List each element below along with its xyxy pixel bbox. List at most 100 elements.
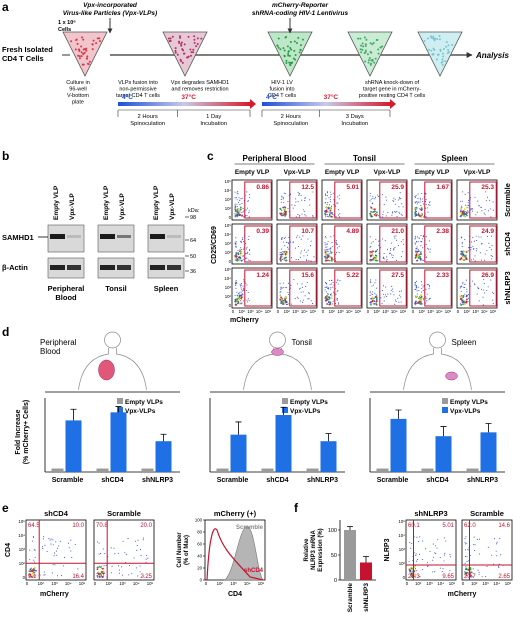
event-dot — [486, 565, 488, 568]
event-dot — [374, 250, 377, 253]
cell-dot — [364, 43, 367, 46]
event-dot — [34, 561, 36, 563]
event-dot — [39, 574, 41, 576]
event-dot — [125, 554, 127, 556]
hist-y-tick: 0 — [200, 578, 203, 583]
event-dot — [461, 245, 463, 247]
event-dot — [239, 253, 242, 256]
event-dot — [296, 296, 298, 298]
event-dot — [245, 209, 247, 211]
event-dot — [383, 296, 385, 298]
cell-dot — [74, 48, 77, 51]
gate-value: 25.9 — [391, 184, 404, 191]
event-dot — [476, 250, 478, 252]
event-dot — [335, 241, 337, 243]
kda-marker: 50 — [190, 254, 196, 260]
flow-x-tick: 0 — [322, 309, 325, 314]
event-dot — [445, 540, 447, 542]
event-dot — [427, 562, 429, 564]
event-dot — [414, 202, 416, 204]
event-dot — [375, 256, 378, 259]
event-dot — [234, 206, 237, 208]
event-dot — [390, 293, 392, 295]
event-dot — [390, 289, 392, 291]
bar — [261, 468, 274, 472]
legend-swatch — [282, 398, 288, 404]
event-dot — [326, 256, 329, 259]
event-dot — [295, 258, 297, 261]
organ — [98, 359, 115, 381]
cell-dot — [436, 38, 439, 41]
event-dot — [427, 211, 429, 213]
band — [117, 265, 131, 270]
event-dot — [467, 192, 469, 194]
lane-label: Vpx-VLP — [119, 193, 126, 220]
event-dot — [325, 258, 327, 260]
cell-dot — [289, 63, 292, 66]
event-dot — [329, 196, 331, 198]
cell-dot — [441, 52, 444, 55]
event-dot — [419, 197, 421, 199]
cell-dot — [375, 38, 378, 41]
step-text: positive resting CD4 T cells — [359, 93, 426, 99]
gate — [334, 269, 362, 307]
event-dot — [369, 281, 371, 283]
gate — [424, 225, 452, 263]
flow-y-tick: 10³ — [225, 241, 232, 246]
event-dot — [414, 237, 416, 239]
event-dot — [339, 280, 341, 282]
event-dot — [291, 204, 293, 206]
event-dot — [429, 201, 431, 203]
event-dot — [372, 298, 375, 301]
event-dot — [300, 252, 302, 254]
event-dot — [294, 298, 296, 300]
event-dot — [329, 209, 332, 212]
event-dot — [53, 555, 55, 557]
event-dot — [54, 564, 56, 566]
event-dot — [279, 259, 282, 262]
event-dot — [101, 565, 103, 567]
event-dot — [422, 297, 424, 299]
event-dot — [235, 282, 237, 284]
gate — [244, 181, 272, 219]
event-dot — [459, 258, 462, 261]
flow-x-tick: 10² — [374, 309, 381, 314]
flow-x-tick: 10² — [464, 309, 471, 314]
cell-dot — [181, 48, 184, 51]
event-dot — [375, 212, 378, 215]
event-dot — [462, 253, 465, 256]
cell-dot — [192, 48, 195, 51]
event-dot — [460, 200, 462, 202]
flow-y-tick: 10³ — [225, 285, 232, 290]
band — [150, 265, 165, 270]
event-dot — [335, 293, 337, 295]
tube — [62, 31, 108, 77]
cell-dot — [283, 49, 286, 52]
cell-dot — [186, 56, 189, 59]
vlp-title: Virus-like Particles (Vpx-VLPs) — [63, 10, 157, 17]
event-dot — [118, 572, 120, 574]
legend-label: shCD4 — [244, 568, 264, 574]
event-dot — [402, 206, 404, 208]
event-dot — [375, 287, 378, 289]
event-dot — [463, 212, 466, 215]
event-dot — [372, 284, 375, 286]
gate — [469, 181, 497, 219]
event-dot — [248, 235, 250, 237]
event-dot — [372, 196, 374, 198]
gate-value: 10.7 — [301, 228, 314, 235]
cell-dot — [80, 36, 83, 39]
flow-y-tick: 10² — [225, 206, 232, 211]
gate — [379, 181, 407, 219]
panel-letter: f — [294, 501, 299, 515]
event-dot — [429, 297, 431, 300]
event-dot — [142, 537, 145, 539]
kda-marker: 98 — [190, 215, 196, 221]
event-dot — [105, 564, 107, 566]
cell-dot — [193, 41, 196, 44]
y-axis-label: Expression (%) — [318, 528, 324, 571]
event-dot — [238, 197, 240, 199]
event-dot — [370, 215, 373, 218]
event-dot — [373, 213, 376, 216]
flow-x-tick: 10⁴ — [391, 309, 398, 314]
